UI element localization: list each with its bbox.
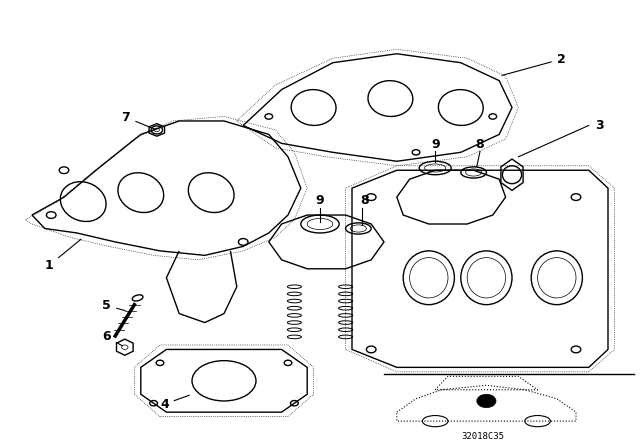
- Text: 4: 4: [160, 395, 189, 411]
- Ellipse shape: [477, 394, 496, 408]
- Text: 32018C35: 32018C35: [461, 432, 505, 441]
- Text: 8: 8: [476, 138, 484, 151]
- Text: 3: 3: [595, 119, 604, 132]
- Text: 1: 1: [45, 239, 81, 272]
- Text: 5: 5: [102, 299, 125, 312]
- Text: 7: 7: [122, 111, 154, 129]
- Text: 8: 8: [360, 194, 369, 207]
- Text: 9: 9: [431, 138, 440, 151]
- Text: 6: 6: [102, 331, 122, 346]
- Text: 9: 9: [316, 194, 324, 207]
- Text: 2: 2: [502, 53, 566, 75]
